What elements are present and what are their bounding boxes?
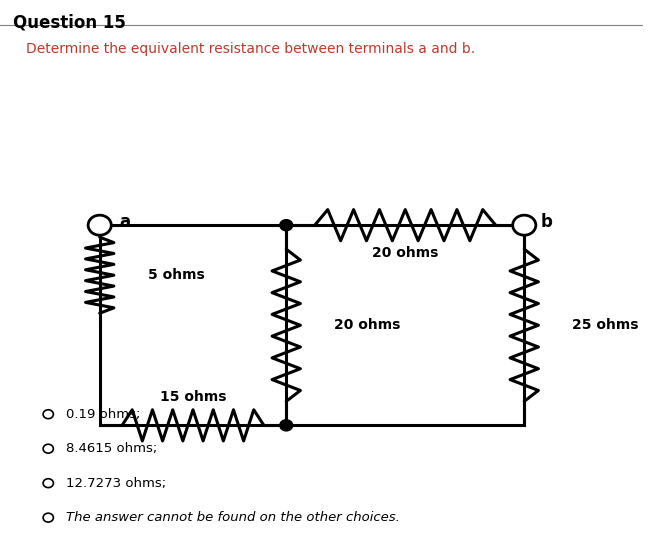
Text: 12.7273 ohms;: 12.7273 ohms;: [66, 476, 166, 490]
Text: a: a: [119, 214, 130, 231]
Text: 8.4615 ohms;: 8.4615 ohms;: [66, 442, 158, 455]
Text: 20 ohms: 20 ohms: [372, 246, 438, 260]
Circle shape: [280, 420, 293, 431]
Text: 5 ohms: 5 ohms: [148, 268, 205, 282]
Text: Determine the equivalent resistance between terminals a and b.: Determine the equivalent resistance betw…: [26, 42, 475, 56]
Text: 0.19 ohms;: 0.19 ohms;: [66, 408, 141, 421]
Circle shape: [90, 216, 110, 234]
Text: 25 ohms: 25 ohms: [572, 318, 639, 332]
Text: Question 15: Question 15: [13, 14, 126, 32]
Text: 20 ohms: 20 ohms: [334, 318, 401, 332]
Circle shape: [514, 216, 534, 234]
Text: The answer cannot be found on the other choices.: The answer cannot be found on the other …: [66, 511, 400, 524]
Text: b: b: [540, 214, 552, 231]
Text: 15 ohms: 15 ohms: [160, 390, 226, 404]
Circle shape: [280, 220, 293, 231]
